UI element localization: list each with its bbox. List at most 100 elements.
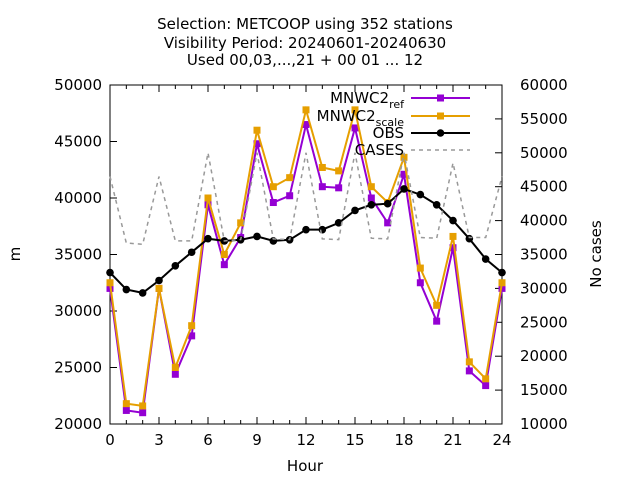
x-tick-label: 15 bbox=[345, 431, 364, 449]
data-point bbox=[433, 301, 441, 309]
y-tick-label: 50000 bbox=[54, 76, 102, 94]
data-point bbox=[188, 322, 196, 330]
y2-tick-label: 55000 bbox=[520, 110, 568, 128]
y-tick-label: 25000 bbox=[54, 359, 102, 377]
x-tick-label: 18 bbox=[394, 431, 413, 449]
data-point bbox=[253, 126, 261, 134]
data-point bbox=[188, 332, 196, 340]
x-tick-label: 6 bbox=[203, 431, 213, 449]
data-point bbox=[481, 255, 490, 263]
data-point bbox=[187, 248, 196, 257]
data-point bbox=[465, 358, 473, 366]
title-line-3: Used 00,03,...,21 + 00 01 ... 12 bbox=[187, 51, 423, 69]
data-point bbox=[138, 289, 147, 297]
x-tick-label: 21 bbox=[443, 431, 462, 449]
y2-tick-label: 45000 bbox=[520, 178, 568, 196]
legend-entry: OBS bbox=[373, 124, 470, 142]
data-point bbox=[122, 285, 131, 294]
data-point bbox=[416, 190, 425, 199]
y2-tick-label: 40000 bbox=[520, 212, 568, 230]
data-point bbox=[351, 106, 359, 114]
data-point bbox=[367, 200, 376, 209]
y2-tick-label: 35000 bbox=[520, 246, 568, 264]
data-point bbox=[253, 140, 261, 148]
data-point bbox=[334, 219, 343, 227]
data-point bbox=[465, 234, 474, 243]
legend-marker bbox=[437, 112, 444, 120]
data-point bbox=[465, 367, 473, 375]
x-axis-title: Hour bbox=[287, 457, 324, 475]
x-tick-label: 12 bbox=[296, 431, 315, 449]
data-point bbox=[286, 192, 294, 200]
data-point bbox=[400, 185, 408, 193]
y2-tick-label: 15000 bbox=[520, 381, 568, 399]
data-point bbox=[367, 183, 375, 191]
data-point bbox=[351, 124, 359, 132]
legend-entry: CASES bbox=[355, 141, 470, 159]
data-point bbox=[302, 225, 310, 234]
data-point bbox=[335, 167, 343, 175]
data-point bbox=[171, 370, 179, 378]
title-line-1: Selection: METCOOP using 352 stations bbox=[157, 15, 453, 33]
y-axis-title: m bbox=[6, 247, 24, 262]
data-point bbox=[383, 199, 392, 208]
y-tick-label: 20000 bbox=[54, 415, 102, 433]
data-point bbox=[139, 402, 147, 410]
data-point bbox=[318, 225, 327, 234]
data-point bbox=[220, 251, 228, 258]
data-point bbox=[122, 400, 130, 408]
data-point bbox=[106, 268, 114, 277]
data-point bbox=[204, 194, 212, 202]
x-tick-label: 24 bbox=[492, 431, 511, 449]
series-mnwc2-scale bbox=[106, 105, 506, 410]
data-point bbox=[449, 232, 457, 240]
legend-label: CASES bbox=[355, 141, 404, 159]
data-point bbox=[482, 375, 490, 383]
legend-entry: MNWC2ref bbox=[330, 89, 470, 111]
y2-tick-label: 30000 bbox=[520, 279, 568, 297]
data-point bbox=[498, 268, 506, 277]
data-point bbox=[269, 199, 277, 207]
series-cases bbox=[109, 152, 503, 246]
data-point bbox=[482, 382, 490, 390]
y2-tick-label: 60000 bbox=[520, 76, 568, 94]
legend-label: MNWC2ref bbox=[330, 89, 405, 111]
x-tick-label: 9 bbox=[252, 431, 262, 449]
data-point bbox=[367, 194, 375, 202]
data-point bbox=[253, 232, 261, 241]
y-tick-label: 40000 bbox=[54, 189, 102, 207]
data-point bbox=[400, 153, 408, 161]
data-point bbox=[351, 206, 359, 215]
data-point bbox=[286, 174, 294, 182]
data-point bbox=[416, 279, 424, 287]
data-point bbox=[204, 234, 212, 243]
data-point bbox=[449, 244, 457, 252]
data-point bbox=[318, 163, 326, 171]
data-point bbox=[449, 216, 457, 225]
y2-tick-label: 50000 bbox=[520, 144, 568, 162]
data-point bbox=[498, 279, 506, 287]
legend-marker bbox=[436, 129, 445, 137]
legend-marker bbox=[437, 94, 444, 102]
plot-frame bbox=[109, 84, 503, 425]
data-point bbox=[318, 183, 326, 191]
x-tick-label: 3 bbox=[154, 431, 164, 449]
legend-label: OBS bbox=[373, 124, 404, 142]
y-tick-label: 30000 bbox=[54, 302, 102, 320]
legend-entry: MNWC2scale bbox=[317, 107, 470, 129]
data-point bbox=[302, 121, 310, 129]
y2-tick-label: 25000 bbox=[520, 313, 568, 331]
data-point bbox=[171, 364, 179, 371]
data-point bbox=[384, 219, 392, 227]
data-point bbox=[432, 200, 441, 209]
y-tick-label: 35000 bbox=[54, 246, 102, 264]
data-point bbox=[335, 184, 343, 192]
data-point bbox=[433, 317, 441, 325]
plot-border bbox=[109, 84, 503, 425]
legend-label: MNWC2scale bbox=[317, 107, 405, 129]
x-tick-label: 0 bbox=[105, 431, 115, 449]
series-line bbox=[109, 124, 503, 414]
